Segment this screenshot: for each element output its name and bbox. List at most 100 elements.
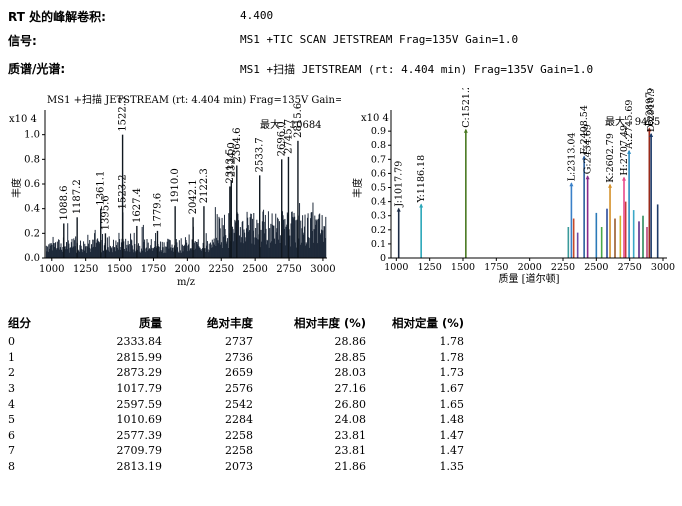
cell-mass: 2709.79	[116, 444, 163, 458]
x-tick-label: 2250	[551, 262, 575, 273]
peak-label: 1361.1	[96, 171, 107, 206]
cell-abs-abundance: 2736	[225, 350, 253, 364]
component-label: A:2745.69	[624, 100, 635, 150]
component-marker	[396, 207, 401, 212]
x-tick-label: 1750	[484, 262, 508, 273]
rt-value: 4.400	[240, 9, 274, 22]
header-mass: 质量	[139, 316, 162, 330]
component-label: K:2602.79	[605, 133, 616, 183]
peak-label: 2324.0	[226, 142, 237, 177]
x-tick-label: 1500	[107, 264, 132, 275]
cell-component: 1	[8, 350, 15, 364]
cell-component: 3	[8, 382, 15, 396]
cell-mass: 2333.84	[116, 335, 163, 349]
component-marker	[647, 127, 652, 132]
cell-component: 8	[8, 460, 15, 474]
table-row: 3 1017.79 2576 27.16 1.67	[8, 381, 464, 397]
table-header-row: 组分 质量 绝对丰度 相对丰度 (%) 相对定量 (%)	[8, 312, 464, 334]
y-tick-label: 0.8	[371, 140, 386, 151]
table-row: 0 2333.84 2737 28.86 1.78	[8, 334, 464, 350]
cell-abs-abundance: 2073	[225, 460, 253, 474]
peak-label: 2696.0	[277, 121, 288, 156]
cell-component: 4	[8, 397, 15, 411]
chart-title: MS1 +扫描 JETSTREAM (rt: 4.404 min) Frag=1…	[47, 93, 341, 106]
cell-rel-abundance: 23.81	[334, 428, 367, 442]
peak-label: 1779.6	[152, 193, 163, 228]
y-tick-label: 0.6	[371, 168, 386, 179]
component-label: J:1017.79	[394, 161, 405, 208]
cell-rel-quant: 1.78	[439, 335, 465, 349]
peak-label: 1910.0	[170, 168, 181, 203]
cell-component: 0	[8, 335, 15, 349]
component-label: D:2910.99	[646, 88, 657, 132]
cell-rel-quant: 1.73	[439, 366, 465, 380]
component-label: H:2707.49	[619, 125, 630, 176]
x-tick-label: 1250	[73, 264, 98, 275]
cell-rel-abundance: 28.85	[334, 350, 367, 364]
x-tick-label: 3000	[310, 264, 335, 275]
cell-rel-abundance: 23.81	[334, 444, 367, 458]
rt-label: RT 处的峰解卷积:	[8, 10, 106, 24]
table-row: 6 2577.39 2258 23.81 1.47	[8, 428, 464, 444]
peak-label: 2042.1	[188, 179, 199, 214]
x-tick-label: 1750	[141, 264, 166, 275]
spectrum-label: 质谱/光谱:	[8, 62, 66, 76]
table-row: 7 2709.79 2258 23.81 1.47	[8, 443, 464, 459]
peak-label: 1088.6	[59, 185, 70, 220]
y-tick-label: 0.1	[371, 239, 386, 250]
cell-rel-quant: 1.67	[439, 382, 465, 396]
y-tick-label: 0.2	[371, 225, 386, 236]
cell-rel-abundance: 26.80	[334, 397, 367, 411]
peak-label: 2122.3	[199, 168, 210, 203]
y-tick-label: 0.9	[371, 126, 386, 137]
cell-abs-abundance: 2542	[225, 397, 253, 411]
y-tick-label: 0.0	[24, 253, 40, 264]
x-tick-label: 3000	[651, 262, 675, 273]
cell-abs-abundance: 2659	[225, 366, 253, 380]
cell-abs-abundance: 2258	[225, 428, 253, 442]
component-label: B:2897.40	[644, 88, 655, 126]
cell-abs-abundance: 2737	[225, 335, 253, 349]
peak-label: 2815.6	[293, 103, 304, 138]
max-abundance-label: 最大 : 9485	[605, 115, 660, 128]
component-label: G:2434.69	[583, 124, 594, 174]
cell-mass: 2577.39	[116, 428, 163, 442]
cell-rel-abundance: 27.16	[334, 382, 367, 396]
peak-label: 1523.2	[118, 174, 129, 209]
x-tick-label: 2750	[618, 262, 642, 273]
component-marker	[649, 132, 654, 137]
component-label: L:2313.04	[566, 132, 577, 181]
table-row: 2 2873.29 2659 28.03 1.73	[8, 365, 464, 381]
x-axis-label: m/z	[177, 277, 195, 288]
y-tick-label: 0.8	[24, 154, 40, 165]
cell-rel-abundance: 28.86	[334, 335, 367, 349]
cell-rel-abundance: 21.86	[334, 460, 367, 474]
peak-label: 1395.6	[100, 195, 111, 230]
cell-mass: 2813.19	[116, 460, 163, 474]
x-tick-label: 2500	[584, 262, 608, 273]
max-abundance-label: 最大 : 10684	[260, 118, 322, 131]
y-tick-label: 0.6	[24, 179, 40, 190]
component-marker	[608, 183, 613, 188]
cell-component: 7	[8, 444, 15, 458]
component-marker	[582, 155, 587, 160]
table-row: 1 2815.99 2736 28.85 1.78	[8, 350, 464, 366]
x-axis-label: 质量 [道尔顿]	[499, 272, 560, 285]
x-tick-label: 2500	[242, 264, 267, 275]
component-table: 组分 质量 绝对丰度 相对丰度 (%) 相对定量 (%) 0 2333.84 273…	[8, 312, 464, 474]
y-tick-label: 0	[380, 253, 386, 264]
y-tick-label: 0.3	[371, 211, 386, 222]
cell-mass: 1017.79	[116, 382, 163, 396]
x-tick-label: 1000	[384, 262, 408, 273]
cell-component: 6	[8, 428, 15, 442]
cell-mass: 2873.29	[116, 366, 163, 380]
cell-abs-abundance: 2284	[225, 413, 253, 427]
component-label: E:2408.54	[579, 105, 590, 154]
x-tick-label: 2000	[175, 264, 200, 275]
cell-rel-quant: 1.35	[439, 460, 465, 474]
cell-rel-quant: 1.65	[439, 397, 465, 411]
cell-abs-abundance: 2576	[225, 382, 253, 396]
cell-rel-abundance: 28.03	[334, 366, 367, 380]
component-marker	[627, 149, 632, 154]
